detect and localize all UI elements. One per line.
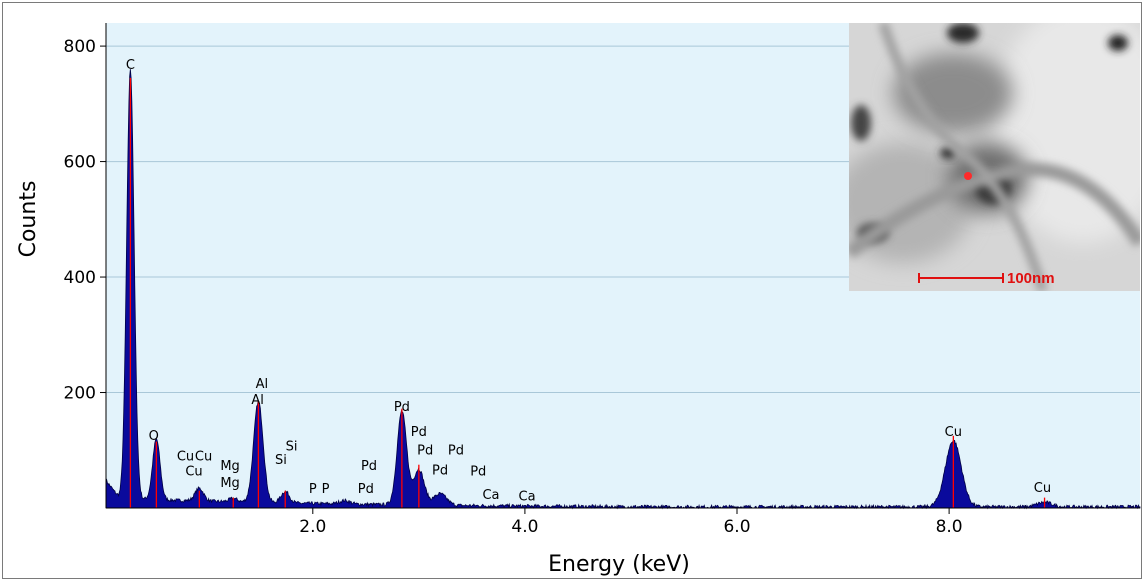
y-tick-label: 200 — [64, 384, 96, 404]
x-tick-label: 8.0 — [936, 517, 963, 537]
tem-inset-image: 100nm — [849, 23, 1140, 291]
peak-label-mg: Mg — [220, 459, 239, 474]
peak-label-cu: Cu — [1034, 481, 1051, 496]
spectrum-series — [105, 69, 1141, 510]
spectrum-area — [105, 69, 1141, 510]
peak-label-cu: Cu — [945, 425, 962, 440]
y-axis-title: Counts — [16, 181, 41, 258]
peak-label-pd: Pd — [470, 465, 486, 480]
peak-label-si: Si — [275, 453, 287, 468]
peak-label-pd: Pd — [358, 482, 374, 497]
peak-label-si: Si — [286, 439, 298, 454]
axes: 200 400 600 800 2.0 4.0 6.0 8.0 — [64, 23, 1140, 537]
peak-label-c: C — [126, 58, 135, 73]
peak-label-cu: Cu — [177, 450, 194, 465]
scale-bar-label: 100nm — [1007, 270, 1055, 287]
y-tick-label: 400 — [64, 268, 96, 288]
peak-label-pd: Pd — [432, 464, 448, 479]
x-tick-label: 4.0 — [511, 517, 538, 537]
x-axis-title: Energy (keV) — [548, 552, 690, 577]
peak-label-ca: Ca — [519, 489, 536, 504]
peak-label-al: Al — [251, 393, 264, 408]
peak-label-ca: Ca — [482, 488, 499, 503]
peak-label-mg: Mg — [220, 476, 239, 491]
peak-label-cu: Cu — [195, 450, 212, 465]
peak-label-cu: Cu — [185, 465, 202, 480]
peak-label-p: P — [309, 482, 317, 497]
peak-label-pd: Pd — [361, 459, 377, 474]
x-tick-label: 2.0 — [299, 517, 326, 537]
peak-label-p: P — [322, 482, 330, 497]
peak-label-pd: Pd — [448, 443, 464, 458]
peak-label-al: Al — [256, 377, 269, 392]
y-tick-label: 600 — [64, 153, 96, 173]
y-tick-label: 800 — [64, 37, 96, 57]
peak-label-o: O — [149, 429, 159, 444]
x-tick-label: 6.0 — [723, 517, 750, 537]
peak-markers — [129, 77, 1046, 508]
peak-label-pd: Pd — [394, 400, 410, 415]
peak-label-pd: Pd — [411, 425, 427, 440]
peak-label-pd: Pd — [417, 443, 433, 458]
scale-bar: 100nm — [918, 270, 1055, 287]
